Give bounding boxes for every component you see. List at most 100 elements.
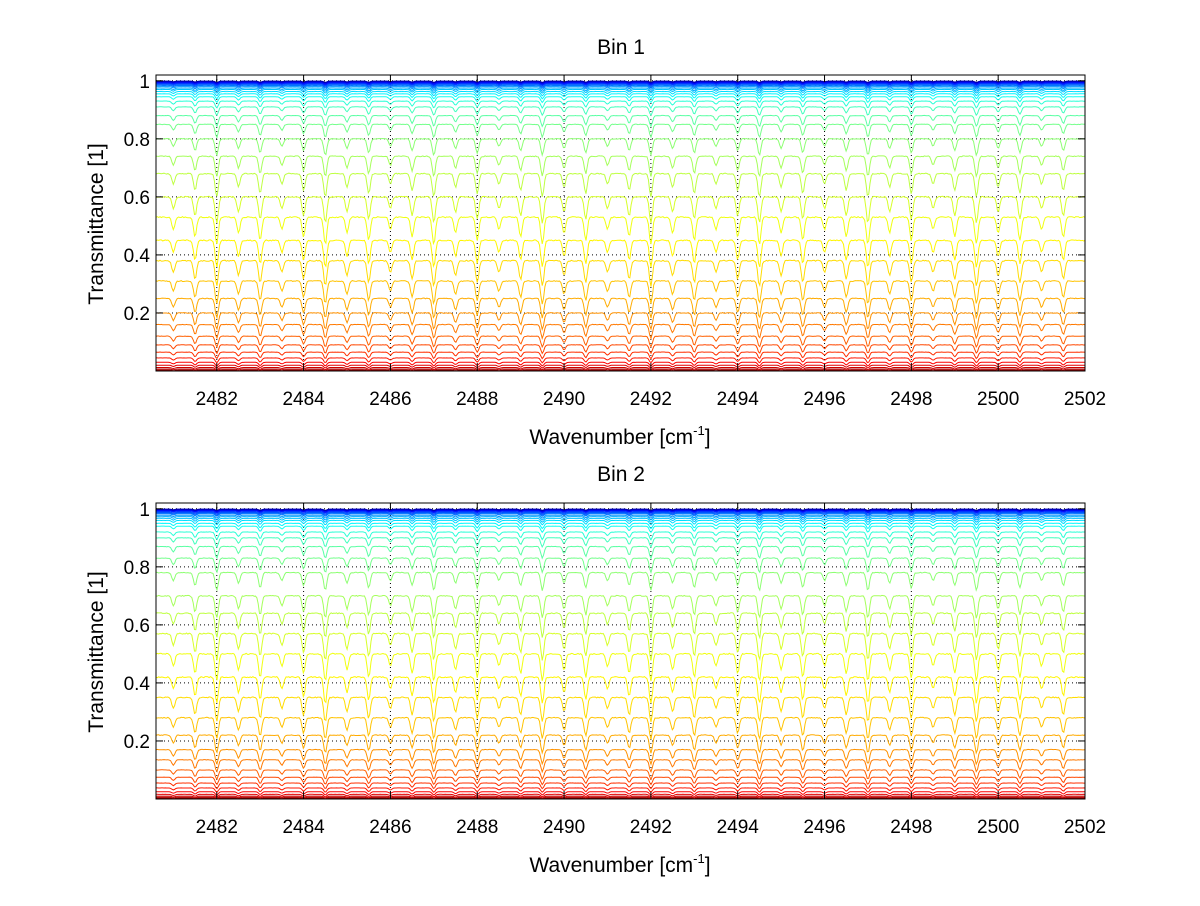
y-tick-label: 0.4	[124, 674, 151, 695]
x-tick-label: 2484	[282, 389, 325, 410]
x-tick-label: 2502	[1064, 389, 1106, 410]
series-line	[156, 83, 1085, 87]
y-tick-label: 1	[139, 72, 150, 93]
x-tick-label: 2492	[630, 389, 672, 410]
x-tick-label: 2486	[369, 817, 411, 838]
series-line	[156, 369, 1085, 372]
series-line	[155, 96, 1086, 104]
x-tick-label: 2498	[890, 389, 932, 410]
series-line	[156, 795, 1085, 799]
series-line	[155, 525, 1086, 534]
series-line	[155, 351, 1086, 360]
series-line	[156, 323, 1086, 341]
series-line	[156, 716, 1086, 741]
series-line	[156, 93, 1086, 100]
series-line	[155, 344, 1085, 355]
x-tick-label: 2492	[630, 817, 672, 838]
series-line	[155, 280, 1086, 306]
y-tick-label: 0.6	[124, 188, 150, 209]
series-line	[156, 84, 1085, 88]
x-tick-label: 2490	[543, 817, 585, 838]
series-line	[156, 367, 1085, 371]
series-line	[155, 675, 1086, 704]
grid	[156, 503, 1086, 799]
series-line	[155, 100, 1085, 109]
y-ticks: 0.2 0.4 0.6 0.8 1	[124, 500, 1085, 753]
series-line	[155, 84, 1086, 89]
y-axis-label: Transmittance [1]	[85, 571, 108, 732]
series-line	[156, 797, 1085, 800]
series-line	[156, 531, 1085, 541]
series-line	[155, 312, 1086, 332]
y-tick-label: 0.6	[124, 616, 150, 637]
grid	[156, 75, 1086, 371]
series-line	[156, 361, 1085, 367]
x-tick-label: 2488	[456, 817, 498, 838]
series-line	[155, 769, 1086, 781]
series-line	[155, 545, 1086, 560]
series-line	[155, 759, 1086, 774]
series-line	[155, 519, 1085, 526]
x-tick-label: 2496	[803, 389, 845, 410]
x-axis-label: Wavenumber [cm-1]	[529, 423, 710, 449]
series-line	[155, 594, 1086, 620]
x-axis-label-sup: -1	[693, 423, 705, 438]
x-ticks: 2482 2484 2486 2488 2490 2492 2494 2496 2498 2500…	[196, 503, 1106, 838]
series-line	[156, 571, 1086, 592]
series-line	[156, 787, 1086, 793]
series-group	[155, 80, 1086, 372]
series-line	[156, 510, 1085, 514]
series-line	[156, 368, 1085, 372]
series-line	[155, 123, 1086, 139]
series-line	[155, 106, 1085, 117]
y-tick-label: 0.8	[124, 130, 150, 151]
series-group	[155, 508, 1086, 800]
series-line	[155, 782, 1085, 790]
series-line	[155, 516, 1085, 521]
series-line	[156, 514, 1085, 519]
x-axis-label-main: Wavenumber [cm	[529, 854, 693, 877]
series-line	[155, 195, 1086, 224]
series-line	[155, 652, 1086, 682]
y-tick-label: 0.2	[124, 732, 150, 753]
series-line	[156, 88, 1085, 94]
series-line	[155, 215, 1086, 246]
series-line	[155, 155, 1086, 179]
series-line	[155, 696, 1086, 723]
y-axis-label: Transmittance [1]	[85, 143, 108, 304]
y-ticks: 0.2 0.4 0.6 0.8 1	[124, 72, 1085, 325]
series-line	[156, 793, 1086, 798]
x-tick-label: 2488	[456, 389, 498, 410]
x-axis-label-end: ]	[705, 426, 711, 449]
series-line	[155, 632, 1085, 662]
x-tick-label: 2486	[369, 389, 411, 410]
x-tick-label: 2494	[717, 389, 760, 410]
series-line	[155, 612, 1086, 640]
series-line	[156, 557, 1086, 575]
series-line	[156, 87, 1086, 92]
x-axis-label-end: ]	[705, 854, 711, 877]
series-line	[156, 796, 1085, 800]
series-line	[155, 239, 1086, 268]
axes-frame	[155, 74, 1086, 372]
series-line	[155, 297, 1086, 320]
series-line	[156, 86, 1085, 90]
x-tick-label: 2500	[977, 817, 1019, 838]
series-line	[156, 511, 1085, 515]
series-line	[155, 172, 1085, 198]
chart-title: Bin 1	[597, 36, 645, 59]
panel-bin-2: Bin 2 2482 2484 2486 2488 2490 2492 2494 2496 24…	[85, 463, 1106, 877]
series-line	[155, 734, 1086, 755]
series-line	[155, 335, 1086, 349]
x-tick-label: 2498	[890, 817, 932, 838]
series-line	[155, 137, 1086, 158]
series-line	[155, 748, 1086, 766]
y-tick-label: 1	[139, 500, 150, 521]
series-line	[156, 364, 1085, 369]
x-ticks: 2482 2484 2486 2488 2490 2492 2494 2496 2498 2500…	[196, 75, 1106, 410]
x-axis-label-sup: -1	[693, 851, 705, 866]
series-line	[155, 259, 1086, 288]
series-line	[156, 357, 1086, 364]
